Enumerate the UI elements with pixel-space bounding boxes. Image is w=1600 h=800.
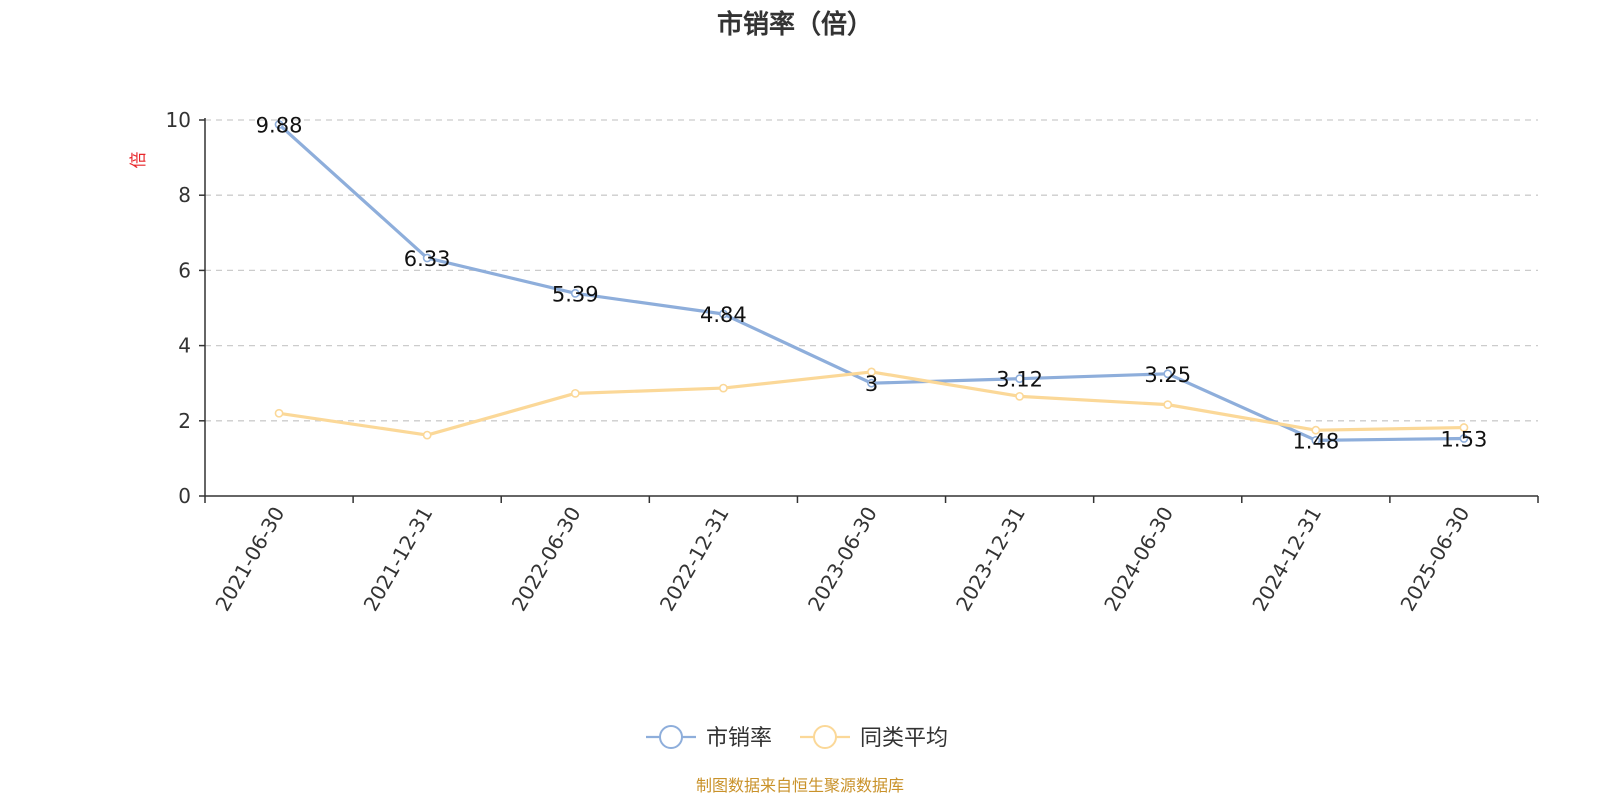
series-同类平均: [274, 367, 1469, 440]
data-label: 1.53: [1441, 427, 1488, 451]
chart-title: 市销率（倍）: [717, 9, 873, 40]
legend-label: 同类平均: [860, 726, 948, 751]
data-label: 6.33: [404, 247, 451, 271]
data-point: [1311, 425, 1321, 435]
x-tick-label: 2023-06-30: [803, 503, 882, 616]
grid-lines: [205, 119, 1538, 422]
series-市销率: [274, 120, 1469, 445]
legend-marker: [813, 725, 837, 749]
data-point: [1163, 400, 1173, 410]
data-point: [867, 367, 876, 377]
data-point: [422, 430, 432, 440]
y-tick-label: 8: [178, 183, 191, 207]
data-point: [718, 383, 728, 393]
data-point: [274, 408, 284, 418]
data-point: [570, 388, 580, 398]
x-tick-label: 2021-06-30: [210, 503, 289, 616]
data-point: [1311, 435, 1321, 445]
axes: 0 2 4 6 8 10 2021-06-30 2021-12-31 2022-06-30 202…: [166, 108, 1539, 616]
data-label: 3.25: [1144, 363, 1191, 387]
y-tick-label: 10: [166, 108, 191, 132]
legend-label: 市销率: [706, 726, 772, 751]
x-tick-label: 2024-06-30: [1099, 503, 1178, 616]
y-tick-label: 0: [178, 484, 191, 508]
data-point: [867, 378, 876, 388]
y-tick-label: 6: [178, 258, 191, 282]
data-label: 3.12: [996, 368, 1043, 392]
data-label: 1.48: [1292, 429, 1339, 453]
series-layer: [274, 120, 1469, 445]
legend-marker: [659, 725, 683, 749]
source-note: 制图数据来自恒生聚源数据库: [696, 776, 904, 795]
data-point: [1015, 391, 1025, 401]
y-tick-label: 2: [178, 409, 191, 433]
x-tick-label: 2021-12-31: [359, 502, 438, 615]
legend[interactable]: 市销率 同类平均: [646, 725, 948, 751]
x-tick-label: 2024-12-31: [1247, 503, 1326, 616]
data-label: 5.39: [552, 282, 599, 306]
data-point: [1459, 423, 1469, 432]
data-point: [570, 288, 580, 298]
data-label: 4.84: [700, 303, 747, 327]
y-axis-label: 倍: [129, 152, 149, 169]
x-tick-label: 2023-12-31: [951, 503, 1030, 616]
legend-item-同类平均[interactable]: 同类平均: [800, 725, 948, 751]
data-point: [1015, 374, 1025, 384]
legend-item-市销率[interactable]: 市销率: [646, 725, 772, 751]
data-label: 3: [865, 372, 878, 396]
data-point: [1163, 369, 1173, 379]
data-point: [1459, 434, 1469, 443]
x-tick-label: 2025-06-30: [1395, 503, 1474, 616]
x-tick-label: 2022-12-31: [655, 503, 734, 616]
data-label: 9.88: [256, 114, 303, 138]
data-point: [422, 253, 432, 263]
data-labels: 9.88 6.33 5.39 4.84 3 3.12 3.25 1.48 1.53: [256, 114, 1488, 454]
data-point: [718, 309, 728, 319]
y-tick-label: 4: [178, 334, 191, 358]
x-tick-label: 2022-06-30: [507, 503, 586, 616]
data-point: [274, 120, 284, 129]
